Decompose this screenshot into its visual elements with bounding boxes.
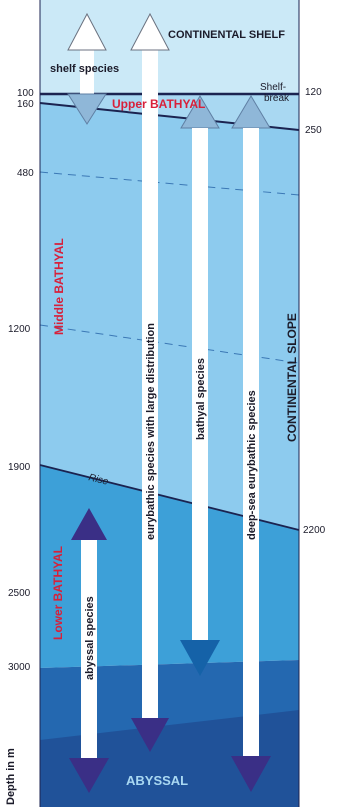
bathyal-species-arrow (180, 95, 220, 676)
right-depth-250: 250 (305, 125, 322, 136)
upper-bathyal-label: Upper BATHYAL (112, 97, 205, 111)
left-depth-1200: 1200 (8, 324, 31, 335)
right-depth-120: 120 (305, 87, 322, 98)
right-depth-2200: 2200 (303, 525, 326, 536)
left-depth-480: 480 (17, 168, 34, 179)
continental-slope-label: CONTINENTAL SLOPE (285, 313, 299, 442)
shelf-break-label-line1: Shelf- (260, 82, 286, 93)
deep-sea-eurybathic-label: deep-sea eurybathic species (246, 390, 258, 540)
lower-bathyal-zone (40, 465, 299, 668)
left-depth-160: 160 (17, 99, 34, 110)
left-depth-2500: 2500 (8, 588, 31, 599)
continental-shelf-label: CONTINENTAL SHELF (168, 29, 285, 41)
abyssal-label: ABYSSAL (126, 773, 188, 788)
depth-1200-boundary (39, 324, 300, 364)
deep-abyssal-zone (40, 710, 299, 807)
left-depth-3000: 3000 (8, 662, 31, 673)
eurybathic-species-arrow (130, 12, 170, 752)
left-depth-100: 100 (17, 88, 34, 99)
upper-bathyal-zone (40, 95, 299, 130)
shelf-species-arrow (67, 12, 107, 125)
rise-label: Rise (87, 472, 109, 488)
bathyal-species-label: bathyal species (195, 358, 207, 440)
left-depth-1900: 1900 (8, 462, 31, 473)
depth-axis-label: Depth in m (5, 748, 17, 805)
lower-bathyal-label: Lower BATHYAL (51, 546, 65, 640)
shelf-species-label: shelf species (50, 63, 119, 75)
middle-bathyal-label: Middle BATHYAL (52, 238, 66, 335)
deep-sea-eurybathic-arrow (231, 95, 271, 792)
abyssal-species-arrow (69, 508, 109, 793)
middle-bathyal-zone (40, 103, 299, 530)
eurybathic-species-label: eurybathic species with large distributi… (145, 323, 157, 540)
abyssal-species-label: abyssal species (84, 596, 96, 680)
shelf-break-label-line2: break (264, 93, 290, 104)
